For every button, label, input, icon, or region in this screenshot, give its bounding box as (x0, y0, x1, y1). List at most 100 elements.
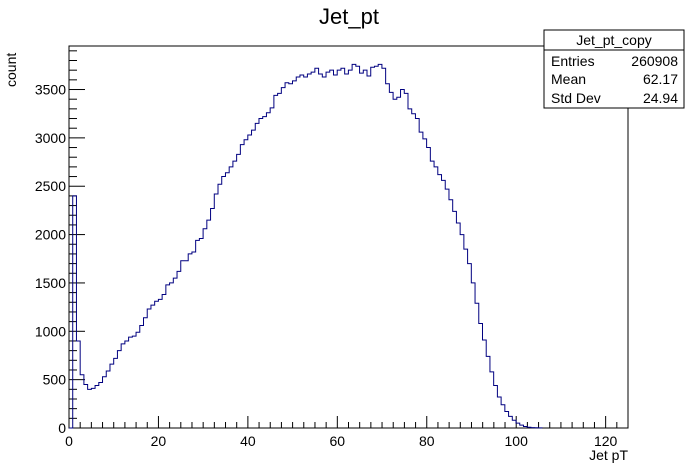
histogram-bin (371, 67, 375, 428)
histogram-bin (412, 114, 416, 428)
histogram-bin (408, 109, 412, 428)
histogram-bin (263, 117, 267, 428)
y-tick-label: 1500 (35, 275, 66, 291)
histogram-bin (151, 305, 155, 428)
histogram-bin (76, 341, 80, 428)
histogram-bin (445, 189, 449, 428)
histogram-bin (311, 72, 315, 428)
histogram-bin (222, 177, 226, 428)
histogram-bin (348, 70, 352, 428)
histogram-bin (99, 383, 103, 428)
histogram-bin (207, 220, 211, 428)
histogram-bin (132, 336, 136, 428)
histogram-bin (397, 97, 401, 428)
histogram-bin (434, 167, 438, 428)
histogram-bin (214, 194, 218, 428)
histogram-bin (140, 325, 144, 428)
histogram-bin (430, 161, 434, 428)
histogram-bin (486, 356, 490, 428)
histogram-bin (155, 301, 159, 428)
histogram-bin (300, 75, 304, 428)
histogram-bin (166, 285, 170, 428)
stats-stddev-value: 24.94 (643, 90, 678, 106)
histogram-bin (438, 175, 442, 428)
histogram-bin (188, 254, 192, 428)
histogram-bin (382, 68, 386, 428)
y-tick-label: 0 (58, 420, 66, 436)
histogram-bin (527, 427, 531, 428)
histogram-bin (460, 235, 464, 428)
x-tick-label: 0 (65, 433, 73, 449)
histogram-bin (95, 385, 99, 428)
histogram-bin (337, 70, 341, 428)
histogram-bin (404, 93, 408, 428)
histogram-bin (80, 375, 84, 428)
histogram-bin (512, 420, 516, 428)
histogram-bin (307, 74, 311, 428)
histogram-bin (88, 389, 92, 428)
histogram-bin (73, 196, 77, 428)
histogram-bin (255, 123, 259, 428)
histogram-bin (121, 344, 125, 428)
histogram-bin (233, 161, 237, 428)
histogram-bin (374, 66, 378, 428)
histogram-bin (427, 148, 431, 428)
histogram-bin (293, 81, 297, 428)
histogram-bin (322, 77, 326, 428)
x-tick-label: 20 (151, 433, 167, 449)
histogram-bin (110, 364, 114, 428)
histogram-bin (274, 95, 278, 428)
histogram-bin (218, 184, 222, 428)
x-axis-label: Jet pT (589, 447, 628, 463)
histogram-bin (468, 264, 472, 428)
histogram-bin (278, 93, 282, 428)
histogram-bin (494, 385, 498, 428)
histogram-bin (229, 167, 233, 428)
histogram-bin (103, 377, 107, 428)
stats-box-frame (543, 29, 685, 109)
histogram-bin (520, 425, 524, 428)
y-axis-label: count (3, 53, 19, 87)
x-tick-label: 40 (240, 433, 256, 449)
stats-entries-label: Entries (551, 53, 595, 69)
histogram-bin (173, 278, 177, 428)
histogram-bin (363, 70, 367, 428)
histogram-bin (270, 108, 274, 428)
stats-mean-label: Mean (551, 71, 586, 87)
stats-box: Jet_pt_copy Entries 260908 Mean 62.17 St… (543, 29, 685, 109)
histogram-bars (69, 63, 543, 429)
histogram-bin (252, 130, 256, 428)
histogram-bin (136, 332, 140, 428)
y-tick-label: 500 (43, 372, 67, 388)
histogram-bin (211, 208, 215, 428)
histogram-bin (162, 295, 166, 428)
x-tick-label: 100 (505, 433, 529, 449)
chart-title: Jet_pt (319, 4, 379, 29)
histogram-bin (285, 83, 289, 428)
histogram-bin (289, 84, 293, 428)
y-axis: 0 500 1000 1500 2000 2500 3000 3500 (35, 50, 85, 436)
histogram-bin (330, 70, 334, 428)
stats-entries-value: 260908 (631, 53, 678, 69)
stats-box-title: Jet_pt_copy (576, 32, 652, 48)
x-tick-label: 120 (594, 433, 618, 449)
histogram-bin (456, 223, 460, 428)
histogram-bin (117, 351, 121, 428)
histogram-bin (244, 140, 248, 428)
histogram-bin (516, 423, 520, 428)
histogram-bin (415, 119, 419, 428)
y-tick-label: 2500 (35, 178, 66, 194)
histogram-bin (490, 372, 494, 428)
histogram-bin (181, 261, 185, 428)
histogram-bin (319, 74, 323, 428)
y-tick-label: 3500 (35, 82, 66, 98)
histogram-bin (196, 240, 200, 428)
stats-stddev-label: Std Dev (551, 90, 601, 106)
histogram-bin (158, 299, 162, 428)
histogram-bin (248, 135, 252, 428)
histogram-bin (442, 180, 446, 428)
histogram-bin (125, 341, 129, 428)
histogram-bin (84, 384, 88, 428)
histogram-bin (401, 90, 405, 428)
